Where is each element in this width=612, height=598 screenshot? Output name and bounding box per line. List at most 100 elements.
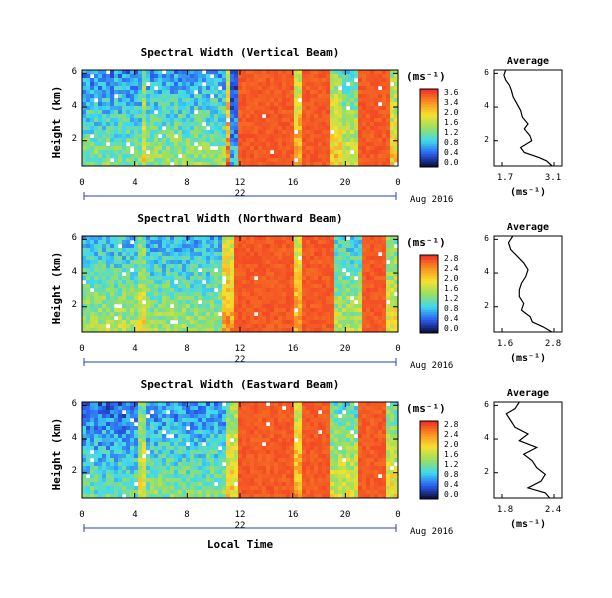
heatmap-cell <box>246 434 251 439</box>
heatmap-cell <box>234 236 239 241</box>
heatmap-cell <box>194 146 199 151</box>
heatmap-cell <box>258 248 263 253</box>
heatmap-cell <box>294 74 299 79</box>
heatmap-cell <box>390 268 395 273</box>
heatmap-cell <box>86 434 91 439</box>
heatmap-cell <box>254 454 259 459</box>
heatmap-cell <box>98 74 103 79</box>
heatmap-cell <box>258 142 263 147</box>
heatmap-cell <box>150 264 155 269</box>
heatmap-cell <box>334 256 339 261</box>
heatmap-cell <box>206 248 211 253</box>
heatmap-cell <box>298 316 303 321</box>
heatmap-cell <box>318 244 323 249</box>
heatmap-cell <box>106 328 111 333</box>
heatmap-cell <box>278 74 283 79</box>
heatmap-cell <box>322 296 327 301</box>
heatmap-cell <box>370 90 375 95</box>
heatmap-cell <box>130 130 135 135</box>
heatmap-cell <box>110 248 115 253</box>
heatmap-cell <box>394 134 399 139</box>
heatmap-cell <box>270 280 275 285</box>
heatmap-cell <box>122 154 127 159</box>
heatmap-cell <box>114 426 119 431</box>
heatmap-cell <box>134 134 139 139</box>
heatmap-cell <box>258 446 263 451</box>
heatmap-cell <box>366 248 371 253</box>
heatmap-cell <box>202 134 207 139</box>
heatmap-cell <box>346 110 351 115</box>
heatmap-cell <box>254 82 259 87</box>
heatmap-cell <box>382 146 387 151</box>
heatmap-cell <box>338 150 343 155</box>
heatmap-cell <box>258 70 263 75</box>
heatmap-cell <box>190 260 195 265</box>
heatmap-cell <box>226 106 231 111</box>
heatmap-cell <box>166 154 171 159</box>
heatmap-cell <box>82 316 87 321</box>
heatmap-cell <box>146 474 151 479</box>
heatmap-cell <box>134 494 139 499</box>
heatmap-cell <box>94 466 99 471</box>
heatmap-cell <box>134 402 139 407</box>
heatmap-cell <box>226 114 231 119</box>
heatmap-cell <box>90 462 95 467</box>
heatmap-cell <box>162 272 167 277</box>
heatmap-cell <box>242 490 247 495</box>
heatmap-cell <box>186 438 191 443</box>
y-tick-label: 6 <box>72 233 77 243</box>
heatmap-cell <box>222 252 227 257</box>
heatmap-cell <box>106 430 111 435</box>
heatmap-cell <box>98 284 103 289</box>
heatmap-cell <box>138 82 143 87</box>
heatmap-cell <box>94 292 99 297</box>
heatmap-cell <box>242 98 247 103</box>
heatmap-cell <box>254 162 259 167</box>
heatmap-cell <box>134 418 139 423</box>
heatmap-cell <box>150 494 155 499</box>
heatmap-cell <box>394 328 399 333</box>
heatmap-cell <box>390 280 395 285</box>
heatmap-cell <box>354 122 359 127</box>
heatmap-cell <box>134 78 139 83</box>
heatmap-cell <box>338 74 343 79</box>
heatmap-cell <box>214 454 219 459</box>
colorbar-swatch <box>420 255 438 258</box>
heatmap-cell <box>178 118 183 123</box>
heatmap-cell <box>198 478 203 483</box>
heatmap-cell <box>326 260 331 265</box>
heatmap-cell <box>302 280 307 285</box>
heatmap-cell <box>130 406 135 411</box>
heatmap-cell <box>162 146 167 151</box>
heatmap-cell <box>206 454 211 459</box>
heatmap-cell <box>342 114 347 119</box>
heatmap-cell <box>238 288 243 293</box>
heatmap-cell <box>206 130 211 135</box>
heatmap-cell <box>218 300 223 305</box>
heatmap-cell <box>114 454 119 459</box>
heatmap-cell <box>346 240 351 245</box>
heatmap-cell <box>278 82 283 87</box>
heatmap-cell <box>250 272 255 277</box>
heatmap-cell <box>206 134 211 139</box>
heatmap-cell <box>238 486 243 491</box>
heatmap-cell <box>82 414 87 419</box>
heatmap-cell <box>178 296 183 301</box>
heatmap-cell <box>210 490 215 495</box>
heatmap-cell <box>182 240 187 245</box>
heatmap-cell <box>98 138 103 143</box>
heatmap-cell <box>314 74 319 79</box>
heatmap-cell <box>294 134 299 139</box>
heatmap-cell <box>338 288 343 293</box>
heatmap-cell <box>110 494 115 499</box>
heatmap-cell <box>94 94 99 99</box>
heatmap-cell <box>370 102 375 107</box>
heatmap-cell <box>222 86 227 91</box>
heatmap-cell <box>354 284 359 289</box>
heatmap-cell <box>262 106 267 111</box>
heatmap-cell <box>318 328 323 333</box>
heatmap-cell <box>230 280 235 285</box>
heatmap-cell <box>94 296 99 301</box>
heatmap-cell <box>114 308 119 313</box>
heatmap-cell <box>178 292 183 297</box>
